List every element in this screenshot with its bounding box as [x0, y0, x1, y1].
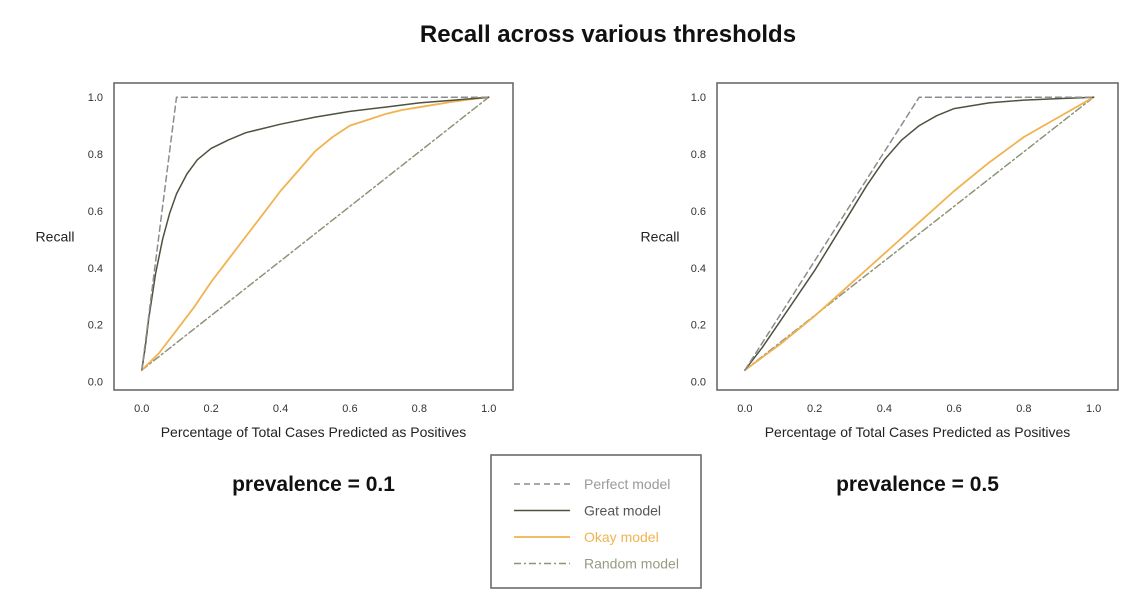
series-line-okay-model: [744, 96, 1095, 372]
y-tick-label: 0.8: [88, 149, 103, 161]
y-tick-label: 0.2: [88, 320, 103, 332]
plot-frame: [113, 82, 514, 391]
series-line-random-model: [744, 96, 1095, 371]
y-tick-label: 0.6: [691, 206, 706, 218]
x-tick-label: 0.8: [1016, 403, 1031, 415]
panel-title: prevalence = 0.1: [232, 473, 395, 496]
y-tick-label: 1.0: [88, 92, 103, 104]
legend-label-great: Great model: [584, 503, 661, 519]
y-tick-label: 0.0: [88, 376, 103, 388]
legend-frame: [490, 454, 702, 589]
x-tick-label: 0.6: [946, 403, 961, 415]
x-tick-label: 0.4: [877, 403, 892, 415]
x-axis-label: Percentage of Total Cases Predicted as P…: [765, 424, 1071, 440]
series-line-great-model: [744, 96, 1095, 371]
x-tick-label: 0.0: [134, 403, 149, 415]
x-tick-label: 0.8: [412, 403, 427, 415]
series-line-perfect-model: [141, 96, 490, 371]
y-tick-label: 1.0: [691, 92, 706, 104]
x-tick-label: 0.4: [273, 403, 288, 415]
series-line-great-model: [141, 96, 490, 371]
chart-panel-1: 0.0 0.2 0.4 0.6 0.8 1.0 0.0 0.2 0.4 0.6 0.8 1.0 Perc…: [36, 82, 514, 496]
y-axis-label: Recall: [36, 229, 75, 245]
panel-title: prevalence = 0.5: [836, 473, 999, 496]
y-tick-label: 0.2: [691, 320, 706, 332]
plot-frame: [716, 82, 1119, 391]
legend-label-okay: Okay model: [584, 529, 659, 545]
x-tick-label: 0.6: [342, 403, 357, 415]
x-tick-label: 1.0: [1086, 403, 1101, 415]
figure-title: Recall across various thresholds: [420, 21, 796, 48]
series-line-okay-model: [140, 96, 490, 372]
x-axis-label: Percentage of Total Cases Predicted as P…: [161, 424, 467, 440]
x-tick-label: 0.2: [807, 403, 822, 415]
legend-label-perfect: Perfect model: [584, 476, 670, 492]
series-line-perfect-model: [744, 96, 1095, 371]
y-tick-label: 0.4: [691, 263, 706, 275]
series-line-random-model: [141, 96, 490, 371]
y-tick-label: 0.6: [88, 206, 103, 218]
y-axis-label: Recall: [641, 229, 680, 245]
y-tick-label: 0.0: [691, 376, 706, 388]
x-tick-label: 1.0: [481, 403, 496, 415]
legend-label-random: Random model: [584, 556, 679, 572]
chart-panel-2: 0.0 0.2 0.4 0.6 0.8 1.0 0.0 0.2 0.4 0.6 0.8 1.0 Perc…: [641, 82, 1119, 496]
x-tick-label: 0.2: [203, 403, 218, 415]
y-tick-label: 0.4: [88, 263, 103, 275]
x-tick-label: 0.0: [737, 403, 752, 415]
legend: Perfect model Great model Okay model Random…: [490, 454, 702, 589]
charts-area: 0.0 0.2 0.4 0.6 0.8 1.0 0.0 0.2 0.4 0.6 0.8 1.0 Perc…: [36, 82, 1119, 496]
y-tick-label: 0.8: [691, 149, 706, 161]
